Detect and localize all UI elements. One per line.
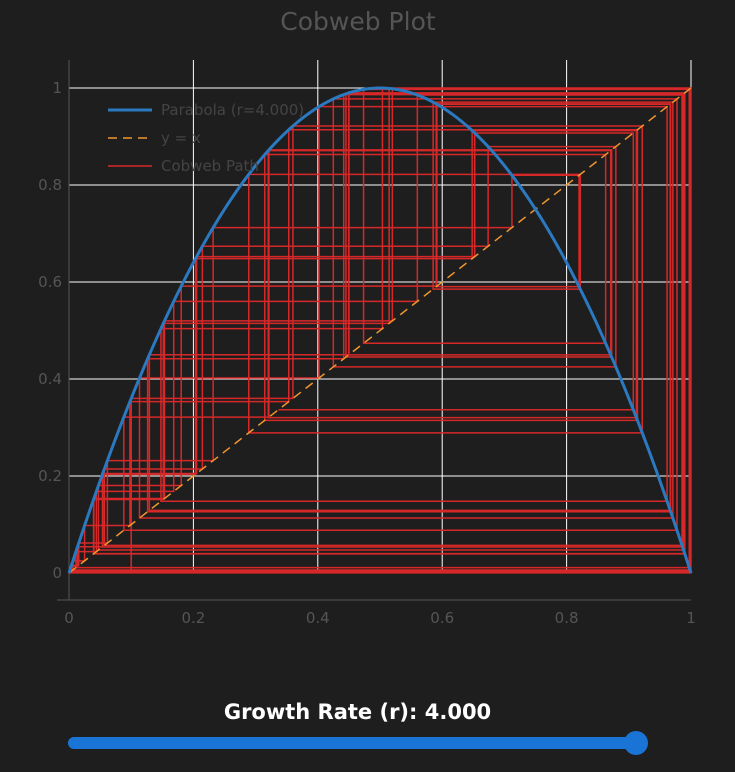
grid-lines: [57, 60, 692, 601]
growth-rate-slider-fill: [68, 737, 636, 749]
y-tick-label: 0.6: [38, 273, 62, 291]
y-tick-label: 0.2: [38, 467, 62, 485]
y-tick-label: 1: [52, 79, 62, 97]
x-tick-label: 0.6: [430, 609, 454, 627]
y-tick-label: 0: [52, 564, 62, 582]
y-tick-label: 0.8: [38, 176, 62, 194]
x-tick-label: 0.2: [181, 609, 205, 627]
legend-label-parabola: Parabola (r=4.000): [161, 101, 304, 119]
y-tick-label: 0.4: [38, 370, 62, 388]
identity-line-group: [68, 87, 692, 574]
legend: Parabola (r=4.000) y = x Cobweb Path: [108, 101, 304, 175]
y-tick-labels: 0 0.2 0.4 0.6 0.8 1: [38, 79, 62, 582]
legend-label-identity: y = x: [161, 129, 201, 147]
chart-title: Cobweb Plot: [280, 7, 436, 36]
parabola-group: [67, 86, 693, 574]
parabola-line: [67, 86, 693, 574]
x-tick-label: 1: [686, 609, 696, 627]
x-tick-label: 0.4: [306, 609, 330, 627]
cobweb-plot: Cobweb Plot 0 0.2 0.4 0.6 0.8 1 0 0.2 0.4 0.6 0.8…: [38, 7, 696, 627]
x-tick-label: 0: [64, 609, 74, 627]
growth-rate-slider-thumb[interactable]: [624, 731, 648, 755]
x-tick-label: 0.8: [555, 609, 579, 627]
legend-label-cobweb: Cobweb Path: [161, 157, 259, 175]
growth-rate-slider-track[interactable]: [68, 737, 636, 749]
identity-line: [68, 87, 692, 574]
x-tick-labels: 0 0.2 0.4 0.6 0.8 1: [64, 609, 696, 627]
slider-label: Growth Rate (r): 4.000: [223, 700, 492, 724]
